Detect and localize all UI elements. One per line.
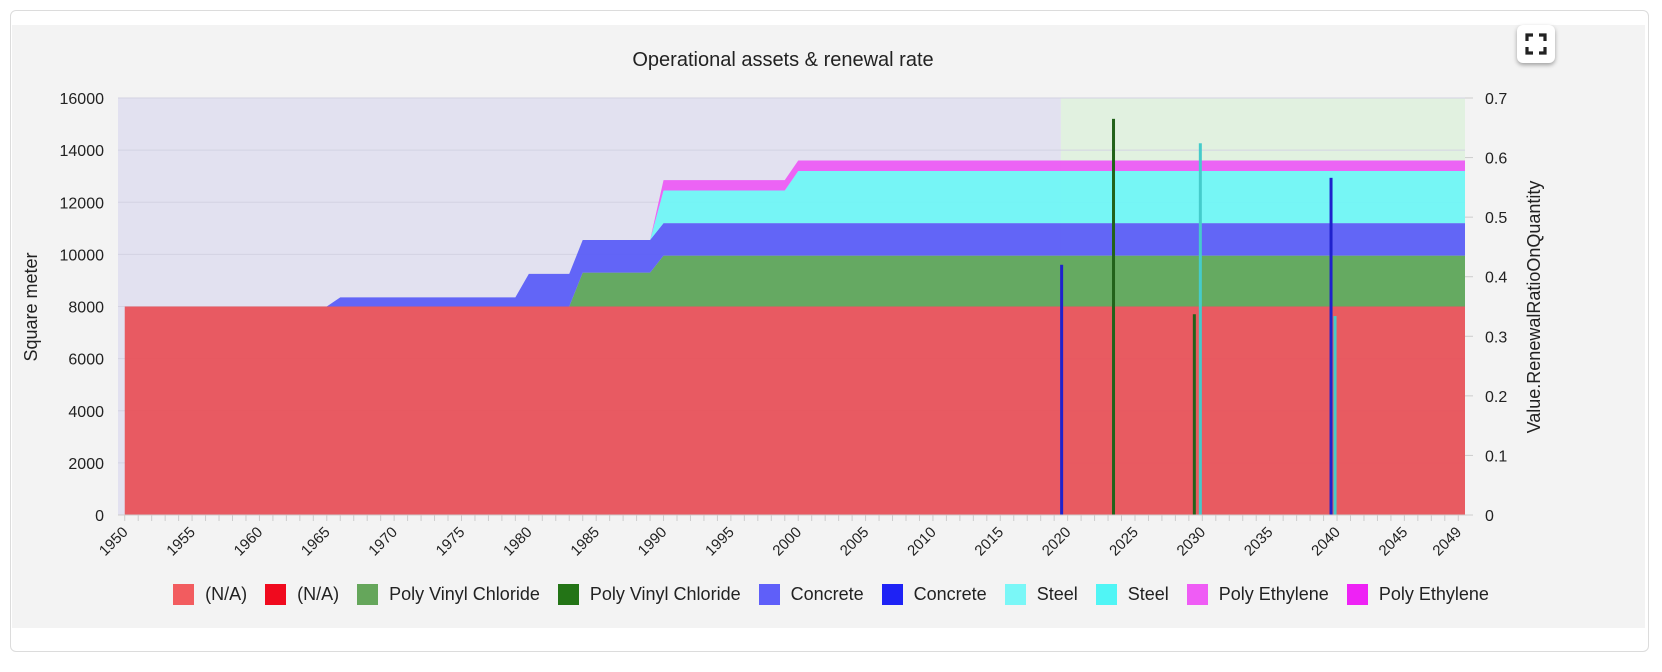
legend-label: Concrete (913, 584, 987, 604)
x-tick-label: 2005 (837, 524, 873, 560)
legend-item[interactable]: Poly Ethylene (1346, 584, 1489, 605)
y2-axis-title: Value.RenewalRatioOnQuantity (1524, 181, 1544, 434)
legend-swatch (1186, 584, 1208, 605)
bar-steel (1333, 316, 1337, 515)
area--n-a- (124, 306, 1466, 515)
legend-item[interactable]: Poly Vinyl Chloride (557, 584, 741, 605)
x-tick-label: 2000 (769, 524, 805, 560)
legend-item[interactable]: Concrete (758, 584, 864, 605)
y2-tick-label: 0.6 (1485, 151, 1507, 168)
area-poly-vinyl-chloride (124, 255, 1466, 307)
legend-label: Poly Ethylene (1218, 584, 1329, 604)
fullscreen-button[interactable] (1517, 25, 1555, 63)
y2-tick-label: 0.2 (1485, 389, 1507, 406)
bar-steel (1198, 143, 1202, 515)
y-tick-label: 0 (95, 508, 104, 525)
area-steel (124, 170, 1466, 307)
legend-label: Poly Vinyl Chloride (589, 584, 741, 604)
y2-tick-label: 0.1 (1485, 448, 1507, 465)
legend-item[interactable]: Steel (1095, 584, 1169, 605)
legend-swatch (357, 584, 379, 605)
x-tick-label: 1980 (500, 524, 536, 560)
x-tick-label: 1960 (231, 524, 267, 560)
legend-item[interactable]: Concrete (881, 584, 987, 605)
x-tick-label: 2040 (1308, 524, 1344, 560)
x-tick-label: 2025 (1106, 524, 1142, 560)
x-tick-label: 2049 (1429, 524, 1465, 560)
legend-item[interactable]: Steel (1004, 584, 1078, 605)
y-tick-label: 14000 (60, 143, 105, 160)
x-tick-label: 1965 (298, 524, 334, 560)
legend-item[interactable]: Poly Ethylene (1186, 584, 1329, 605)
legend-swatch (265, 584, 287, 605)
chart-title: Operational assets & renewal rate (632, 49, 933, 71)
x-tick-label: 2045 (1376, 524, 1412, 560)
area-concrete (124, 223, 1466, 307)
x-tick-label: 1970 (365, 524, 401, 560)
y-tick-label: 4000 (68, 404, 104, 421)
x-tick-label: 1985 (567, 524, 603, 560)
bar-concrete (1060, 264, 1064, 515)
bar-concrete (1329, 177, 1333, 515)
legend-label: Poly Ethylene (1378, 584, 1489, 604)
legend-label: Concrete (790, 584, 864, 604)
y-tick-label: 16000 (60, 91, 105, 108)
y2-tick-label: 0.3 (1485, 329, 1507, 346)
y-tick-label: 12000 (60, 195, 105, 212)
fullscreen-icon (1525, 33, 1547, 55)
legend-swatch (1004, 584, 1026, 605)
legend-swatch (1346, 584, 1368, 605)
x-tick-label: 2015 (971, 524, 1007, 560)
legend-item[interactable]: (N/A) (173, 584, 247, 605)
x-tick-label: 1995 (702, 524, 738, 560)
x-tick-label: 1955 (163, 524, 199, 560)
legend-swatch (881, 584, 903, 605)
x-tick-label: 2030 (1174, 524, 1210, 560)
y2-tick-label: 0 (1485, 508, 1494, 525)
y-tick-label: 10000 (60, 247, 105, 264)
legend-label: (N/A) (297, 584, 340, 604)
legend-swatch (173, 584, 195, 605)
x-tick-label: 1975 (433, 524, 469, 560)
legend-swatch (557, 584, 579, 605)
x-tick-label: 1990 (635, 524, 671, 560)
y2-tick-label: 0.7 (1485, 91, 1507, 108)
x-tick-label: 2035 (1241, 524, 1277, 560)
y2-tick-label: 0.4 (1485, 270, 1507, 287)
y-tick-label: 2000 (68, 456, 104, 473)
x-tick-label: 1950 (96, 524, 132, 560)
y-tick-label: 8000 (68, 300, 104, 317)
legend-swatch (758, 584, 780, 605)
x-tick-label: 2010 (904, 524, 940, 560)
y-axis-title: Square meter (21, 252, 41, 361)
legend-swatch (1095, 584, 1117, 605)
legend: (N/A) (N/A) Poly Vinyl Chloride Poly Vinyl … (0, 584, 1662, 605)
legend-label: (N/A) (205, 584, 248, 604)
legend-label: Steel (1127, 584, 1169, 604)
y2-tick-label: 0.5 (1485, 210, 1507, 227)
legend-label: Poly Vinyl Chloride (389, 584, 540, 604)
legend-label: Steel (1036, 584, 1078, 604)
y-tick-label: 6000 (68, 352, 104, 369)
bar-poly-vinyl-chloride (1192, 314, 1196, 515)
legend-item[interactable]: (N/A) (265, 584, 339, 605)
legend-item[interactable]: Poly Vinyl Chloride (357, 584, 540, 605)
x-tick-label: 2020 (1039, 524, 1075, 560)
bar-poly-vinyl-chloride (1112, 118, 1116, 515)
